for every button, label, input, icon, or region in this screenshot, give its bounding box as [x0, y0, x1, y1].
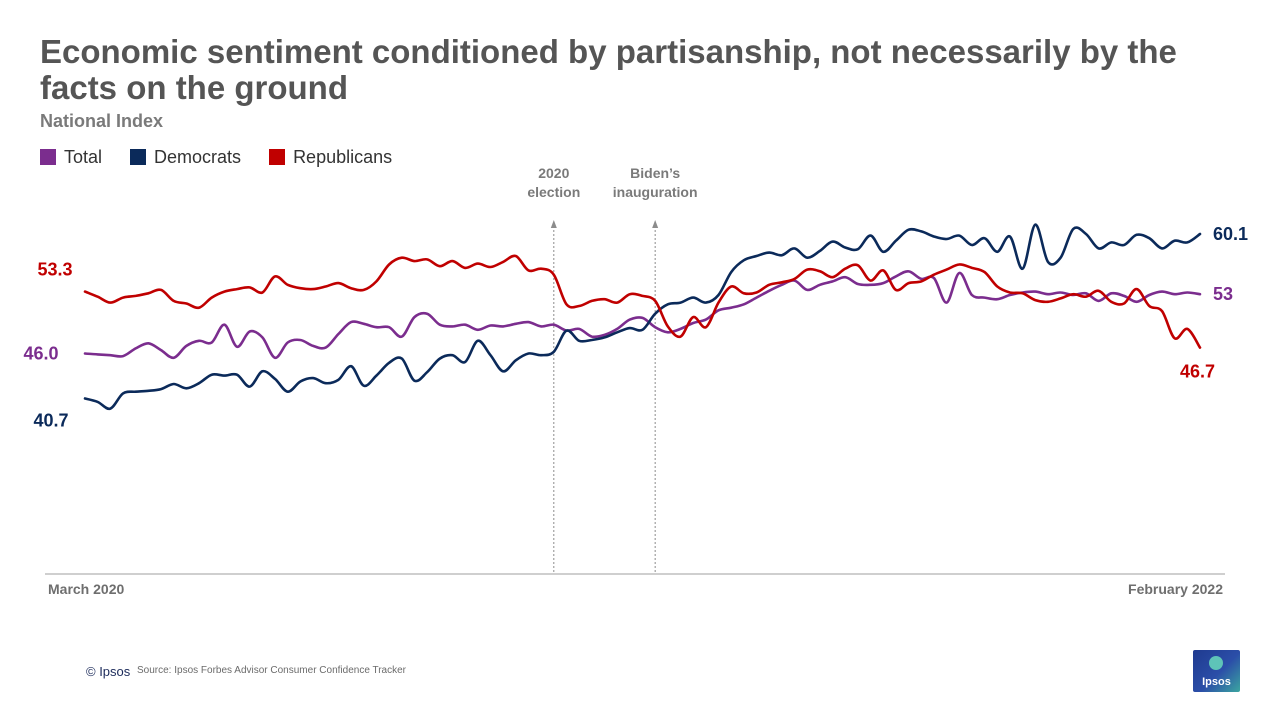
x-axis-end-label: February 2022: [1128, 581, 1223, 597]
legend-label-total: Total: [64, 146, 103, 167]
legend-item-total: Total: [40, 147, 102, 168]
series-layer: [83, 223, 1202, 411]
chart-subtitle: National Index: [40, 111, 164, 131]
series-line-total: [83, 269, 1202, 360]
legend-item-democrats: Democrats: [130, 147, 241, 168]
end-value-label-total: 53: [1213, 284, 1233, 304]
logo-mark-icon: [1209, 656, 1223, 670]
annotation-layer: 2020 election Biden’s inauguration: [527, 165, 698, 572]
series-line-republicans: [83, 254, 1202, 349]
legend-swatch-republicans: [269, 149, 286, 165]
end-value-label-republicans: 46.7: [1180, 362, 1215, 382]
ipsos-logo: Ipsos: [1193, 650, 1240, 692]
logo-text: Ipsos: [1202, 676, 1231, 688]
annotation-arrow-1: [652, 220, 659, 228]
annotation-arrow-0: [550, 220, 557, 228]
end-value-label-democrats: 60.1: [1213, 224, 1248, 244]
annotation-label-0-0: 2020: [538, 165, 569, 181]
source-note: Source: Ipsos Forbes Advisor Consumer Co…: [137, 665, 407, 676]
legend-swatch-total: [40, 149, 56, 165]
legend-label-republicans: Republicans: [293, 146, 393, 167]
label-layer: 46.0 53 40.7 60.1 53.3 46.7: [23, 224, 1248, 431]
start-value-label-republicans: 53.3: [37, 260, 72, 280]
annotation-label-1-0: Biden’s: [630, 165, 680, 181]
x-axis-start-label: March 2020: [48, 581, 124, 597]
start-value-label-total: 46.0: [23, 344, 58, 364]
page-title: Economic sentiment conditioned by partis…: [40, 33, 1177, 106]
legend-label-democrats: Democrats: [154, 146, 242, 167]
legend-swatch-democrats: [130, 149, 147, 165]
annotation-label-0-1: election: [527, 184, 580, 200]
copyright-text: © Ipsos: [86, 664, 131, 679]
annotation-label-1-1: inauguration: [613, 184, 698, 200]
chart-legend: Total Democrats Republicans: [40, 146, 420, 168]
legend-item-republicans: Republicans: [269, 147, 392, 168]
series-line-democrats: [83, 223, 1202, 411]
start-value-label-democrats: 40.7: [33, 410, 68, 430]
